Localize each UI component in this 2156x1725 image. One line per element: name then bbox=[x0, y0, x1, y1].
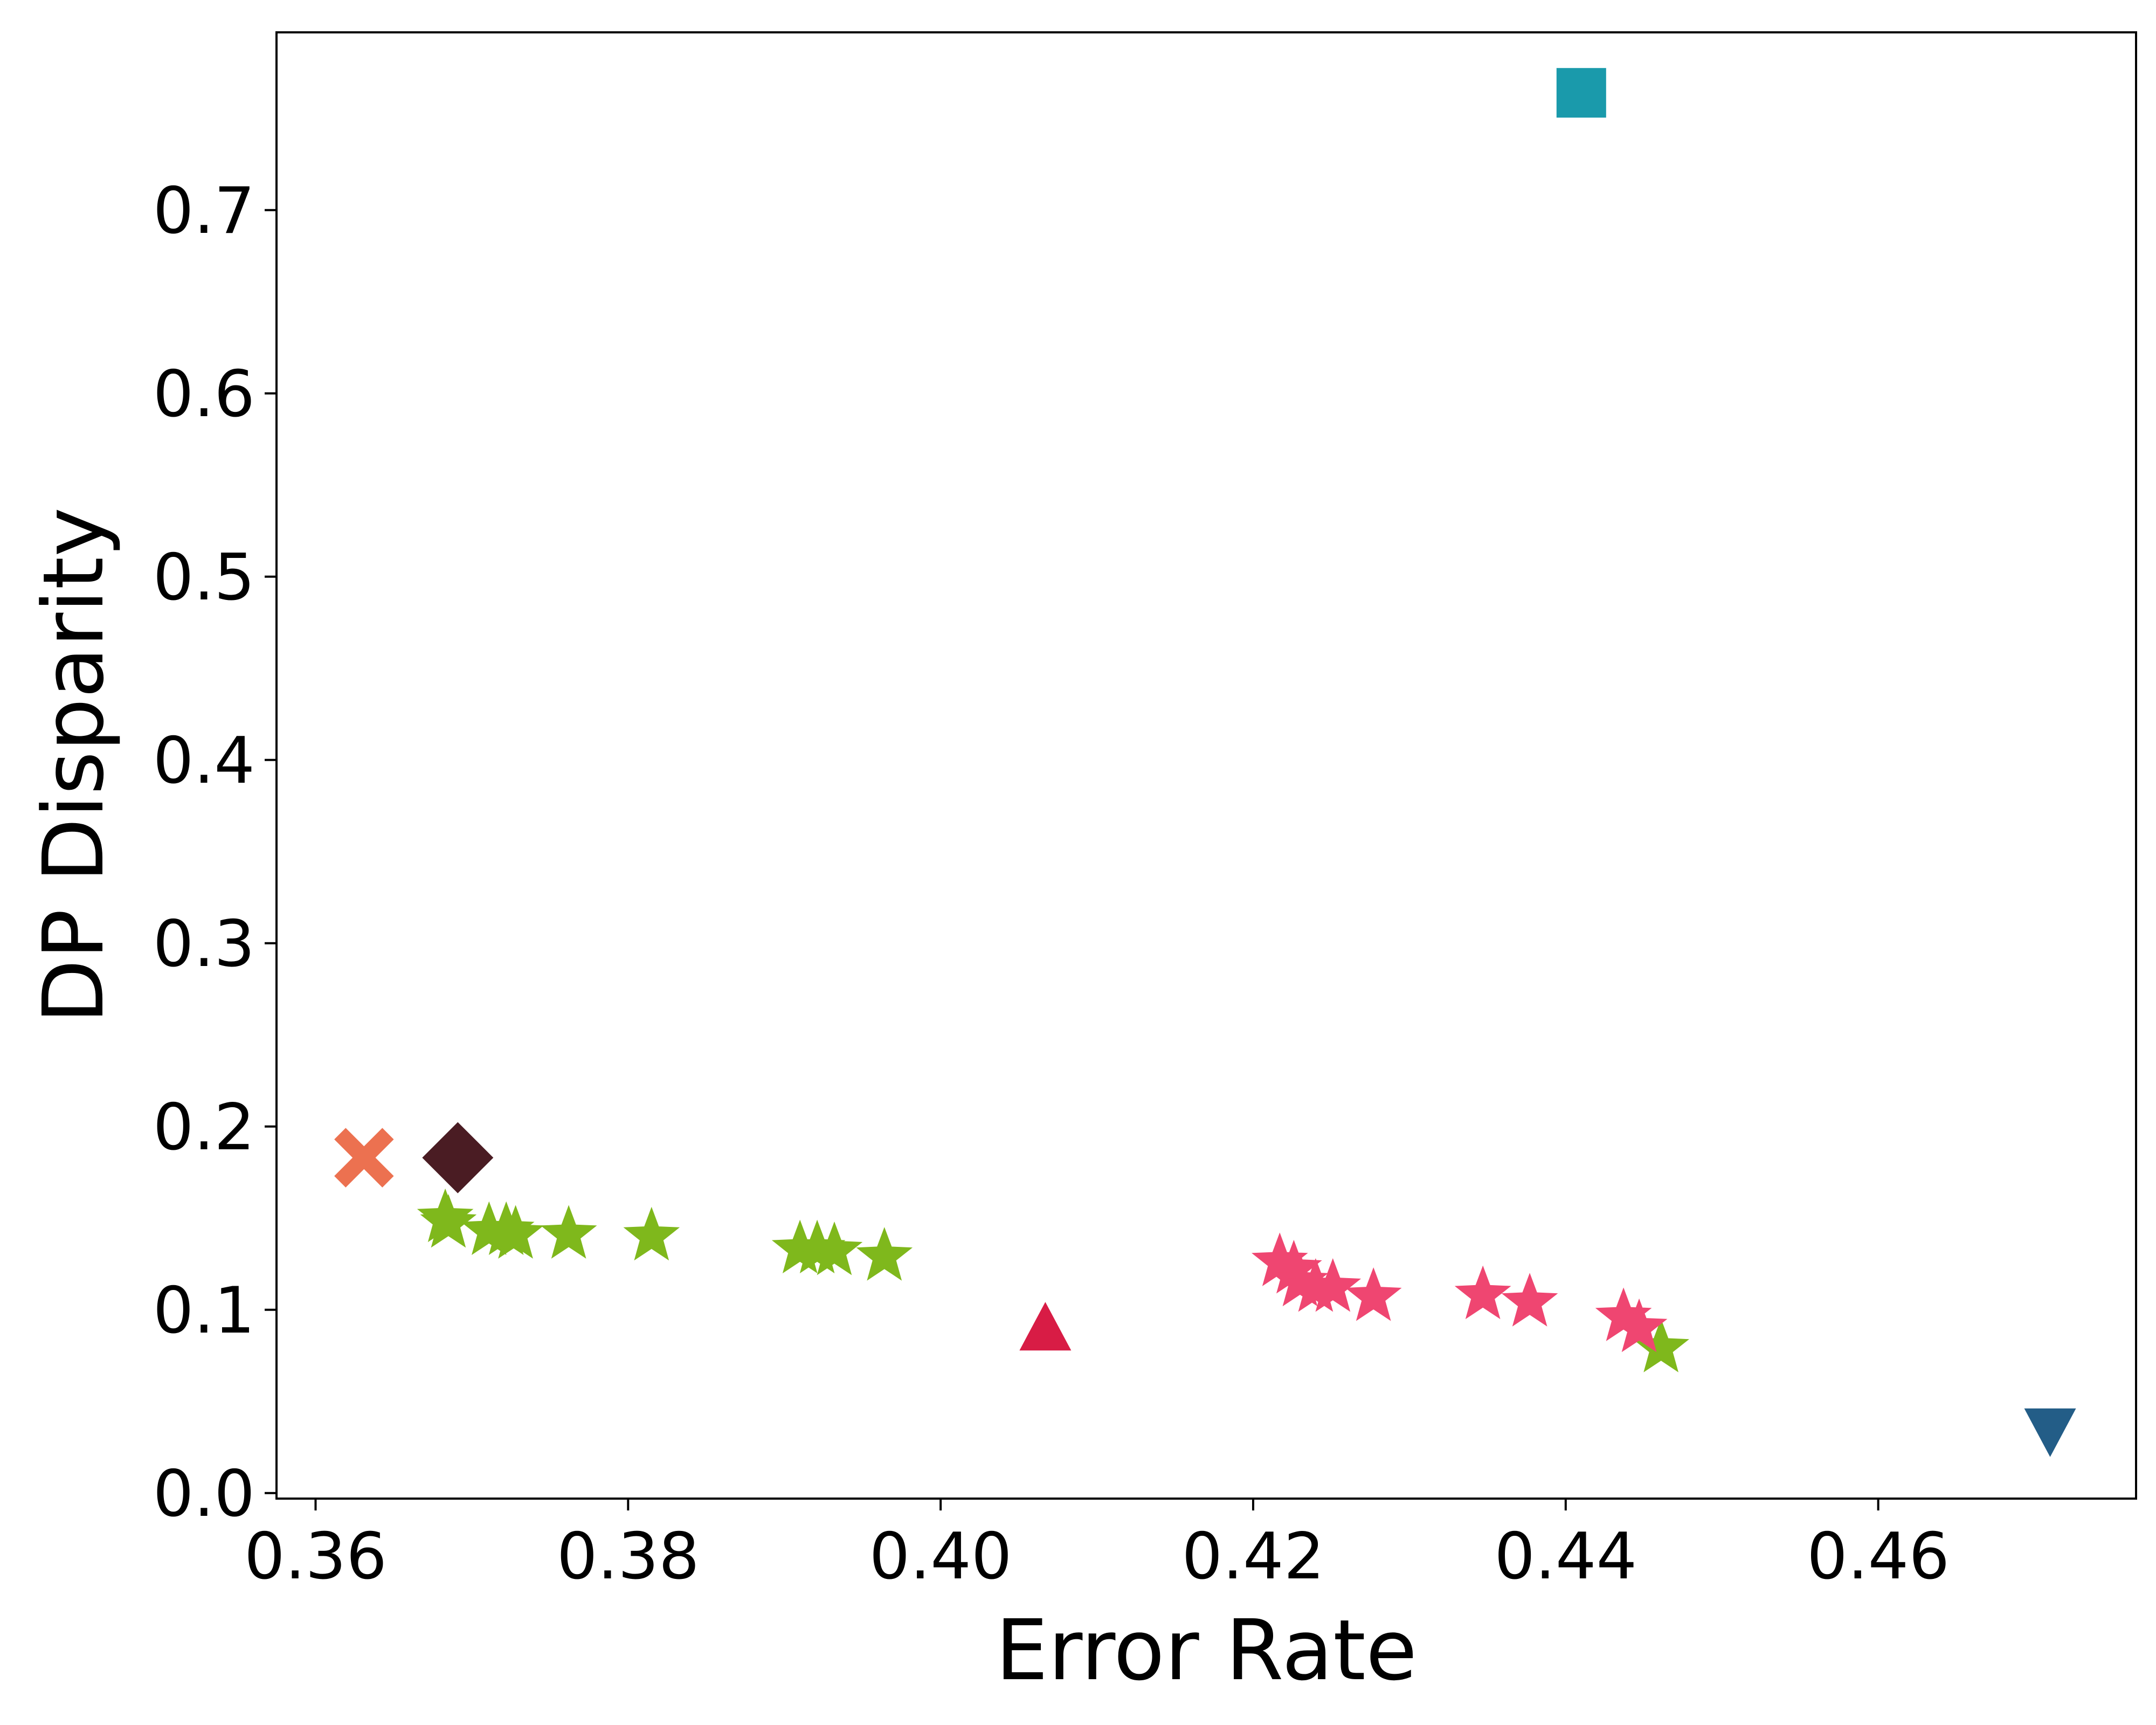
star-point bbox=[1595, 1287, 1652, 1341]
square-point bbox=[1556, 68, 1606, 118]
data-points bbox=[334, 68, 2076, 1457]
diamond-point bbox=[422, 1122, 494, 1193]
star-point bbox=[806, 1222, 863, 1275]
x-tick-label: 0.38 bbox=[557, 1520, 700, 1594]
star-point bbox=[1501, 1273, 1558, 1327]
star-point bbox=[1454, 1265, 1511, 1320]
y-tick-label: 0.0 bbox=[153, 1457, 255, 1531]
star-point bbox=[1304, 1258, 1362, 1312]
y-tick-label: 0.7 bbox=[153, 174, 255, 249]
triangle-down-point bbox=[2024, 1408, 2076, 1457]
y-axis-ticks: 0.0 0.1 0.2 0.3 0.4 0.5 0.6 0.7 bbox=[153, 174, 277, 1531]
y-tick-label: 0.3 bbox=[153, 907, 255, 982]
star-point bbox=[487, 1205, 544, 1259]
x-tick-label: 0.44 bbox=[1494, 1520, 1637, 1594]
star-point bbox=[1252, 1232, 1308, 1286]
x-axis-ticks: 0.36 0.38 0.40 0.42 0.44 0.46 bbox=[244, 1499, 1950, 1594]
star-point bbox=[420, 1194, 477, 1248]
y-tick-label: 0.6 bbox=[153, 357, 255, 432]
x-tick-label: 0.40 bbox=[869, 1520, 1012, 1594]
x-axis-label: Error Rate bbox=[996, 1602, 1418, 1699]
star-point bbox=[1266, 1240, 1322, 1294]
x-tick-label: 0.36 bbox=[244, 1520, 387, 1594]
y-tick-label: 0.5 bbox=[153, 541, 255, 615]
star-point bbox=[1633, 1319, 1689, 1372]
x-point bbox=[334, 1128, 394, 1188]
y-axis-label: DP Disparity bbox=[25, 507, 122, 1024]
star-point bbox=[1345, 1267, 1402, 1321]
star-point bbox=[856, 1227, 913, 1281]
x-tick-label: 0.46 bbox=[1807, 1520, 1950, 1594]
star-point bbox=[540, 1205, 597, 1259]
star-point bbox=[623, 1206, 680, 1261]
y-tick-label: 0.4 bbox=[153, 724, 255, 798]
y-tick-label: 0.2 bbox=[153, 1091, 255, 1165]
x-tick-label: 0.42 bbox=[1181, 1520, 1324, 1594]
star-point bbox=[1611, 1298, 1668, 1353]
triangle-up-point bbox=[1019, 1302, 1072, 1351]
y-tick-label: 0.1 bbox=[153, 1274, 255, 1348]
plot-frame bbox=[275, 31, 2137, 1500]
